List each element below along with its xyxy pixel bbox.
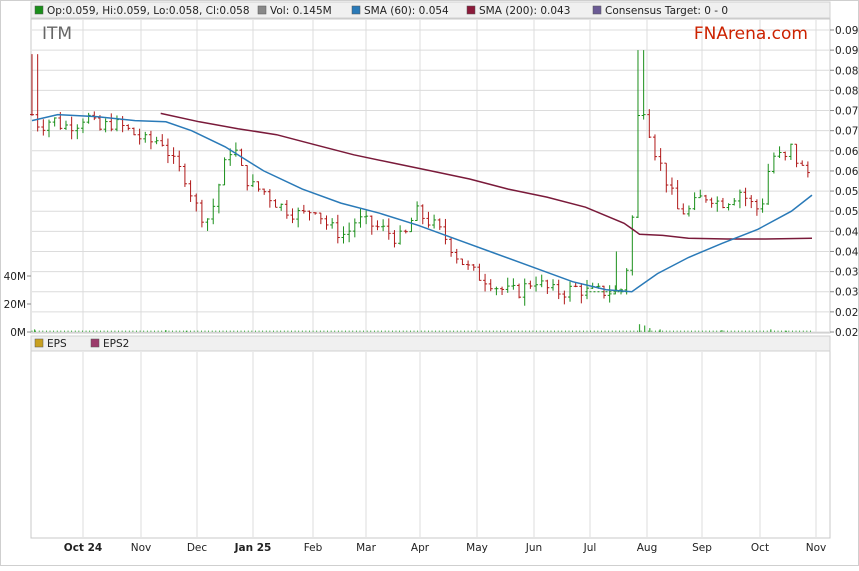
y-tick-label: 0.060 <box>835 166 859 178</box>
volume-tick-label: 0M <box>10 327 26 339</box>
eps-legend-bar <box>30 335 831 352</box>
volume-tick-label: 20M <box>4 299 26 311</box>
volume-axis: 0M 20M 40M <box>4 271 31 339</box>
top-legend: Op:0.059, Hi:0.059, Lo:0.058, Cl:0.058 Vo… <box>30 1 831 19</box>
legend-swatch <box>466 5 476 15</box>
x-tick-label: Mar <box>356 542 376 554</box>
y-tick-label: 0.040 <box>835 246 859 258</box>
legend-label: SMA (60): 0.054 <box>364 5 449 17</box>
ticker-label: ITM <box>42 24 72 44</box>
x-tick-label: Feb <box>304 542 323 554</box>
eps-panel <box>30 350 831 539</box>
brand-logo: FNArena.com <box>694 24 808 44</box>
x-axis-labels: Oct 24 Nov Dec Jan 25 Feb Mar Apr May Jun Jul Aug S… <box>64 542 826 554</box>
sma60-line <box>31 113 813 293</box>
y-grid: 0.020 0.025 0.030 0.035 0.040 0.045 0.050 0.055… <box>32 25 859 339</box>
y-tick-label: 0.020 <box>835 327 859 339</box>
legend-label: EPS2 <box>103 338 129 350</box>
x-tick-label: Nov <box>806 542 827 554</box>
y-tick-label: 0.090 <box>835 45 859 57</box>
x-tick-label: Dec <box>187 542 208 554</box>
legend-swatch <box>592 5 602 15</box>
ohlc-bars <box>30 50 810 306</box>
x-tick-label: Oct <box>751 542 769 554</box>
legend-swatch <box>90 338 100 348</box>
legend-swatch <box>351 5 361 15</box>
legend-swatch <box>34 338 44 348</box>
legend-label: Op:0.059, Hi:0.059, Lo:0.058, Cl:0.058 <box>47 5 250 17</box>
y-tick-label: 0.025 <box>835 307 859 319</box>
x-tick-label: Sep <box>692 542 712 554</box>
y-tick-label: 0.050 <box>835 206 859 218</box>
y-tick-label: 0.085 <box>835 65 859 77</box>
volume-bars <box>31 324 811 332</box>
y-tick-label: 0.080 <box>835 85 859 97</box>
legend-label: Consensus Target: 0 - 0 <box>605 5 728 17</box>
x-tick-label: Nov <box>131 542 152 554</box>
top-legend-bar <box>30 1 831 19</box>
y-tick-label: 0.030 <box>835 287 859 299</box>
price-panel <box>30 18 831 334</box>
legend-label: SMA (200): 0.043 <box>479 5 570 17</box>
x-tick-label: Jul <box>583 542 597 554</box>
y-tick-label: 0.070 <box>835 126 859 138</box>
x-tick-label: Aug <box>637 542 658 554</box>
y-tick-label: 0.075 <box>835 106 859 118</box>
sma200-line <box>160 112 813 240</box>
y-tick-label: 0.055 <box>835 186 859 198</box>
x-tick-label: May <box>466 542 488 554</box>
legend-swatch <box>257 5 267 15</box>
y-tick-label: 0.045 <box>835 226 859 238</box>
y-tick-label: 0.095 <box>835 25 859 37</box>
x-tick-label: Jan 25 <box>234 542 272 554</box>
x-tick-label: Apr <box>411 542 430 554</box>
y-tick-label: 0.065 <box>835 146 859 158</box>
legend-label: EPS <box>47 338 67 350</box>
x-tick-label: Jun <box>525 542 542 554</box>
eps-legend: EPS EPS2 <box>30 335 831 352</box>
x-tick-label: Oct 24 <box>64 542 102 554</box>
volume-tick-label: 40M <box>4 271 26 283</box>
legend-swatch <box>34 5 44 15</box>
legend-label: Vol: 0.145M <box>270 5 332 17</box>
y-tick-label: 0.035 <box>835 267 859 279</box>
